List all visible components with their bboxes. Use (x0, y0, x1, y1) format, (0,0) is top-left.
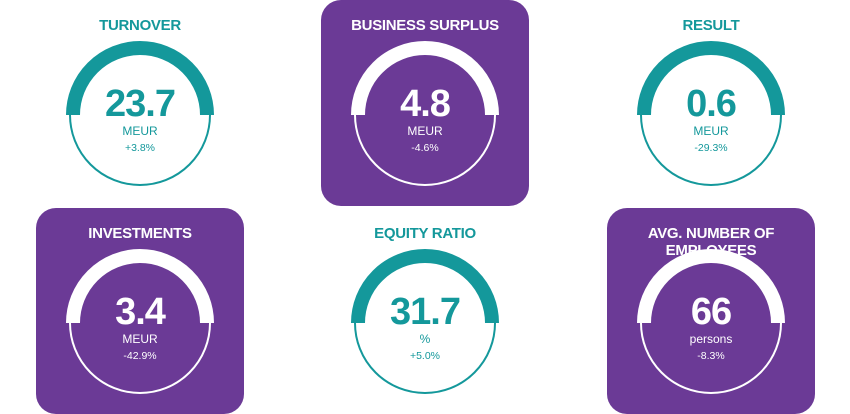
gauge-business-surplus: 4.8 MEUR -4.6% (350, 40, 500, 190)
kpi-card-investments: INVESTMENTS 3.4 MEUR -42.9% (36, 208, 244, 414)
kpi-value: 4.8 (400, 83, 451, 125)
kpi-value: 0.6 (686, 83, 737, 125)
kpi-card-equity-ratio: EQUITY RATIO 31.7 % +5.0% (321, 208, 529, 414)
gauge-employees: 66 persons -8.3% (636, 248, 786, 398)
gauge-ring-icon (637, 41, 785, 186)
kpi-change: +3.8% (124, 142, 156, 154)
kpi-value: 66 (690, 291, 732, 333)
kpi-change: -42.9% (123, 350, 157, 362)
kpi-card-turnover: TURNOVER 23.7 MEUR +3.8% (36, 0, 244, 206)
gauge-ring-icon (66, 41, 214, 186)
kpi-value: 31.7 (390, 291, 461, 333)
kpi-card-employees: AVG. NUMBER OF EMPLOYEES 66 persons -8.3… (607, 208, 815, 414)
gauge-ring-icon (637, 249, 785, 394)
kpi-title: EQUITY RATIO (374, 225, 476, 242)
kpi-card-business-surplus: BUSINESS SURPLUS 4.8 MEUR -4.6% (321, 0, 529, 206)
kpi-change: -29.3% (694, 142, 728, 154)
kpi-unit: MEUR (407, 124, 443, 138)
gauge-ring-icon (66, 249, 214, 394)
kpi-change: -4.6% (411, 142, 439, 154)
kpi-unit: % (419, 332, 431, 346)
kpi-change: -8.3% (697, 350, 725, 362)
kpi-title: RESULT (682, 17, 740, 34)
kpi-change: +5.0% (409, 350, 441, 362)
kpi-unit: persons (689, 332, 733, 346)
gauge-ring-icon (351, 249, 499, 394)
kpi-title: BUSINESS SURPLUS (351, 17, 499, 34)
gauge-ring-icon (351, 41, 499, 186)
gauge-equity-ratio: 31.7 % +5.0% (350, 248, 500, 398)
kpi-card-result: RESULT 0.6 MEUR -29.3% (607, 0, 815, 206)
kpi-unit: MEUR (122, 124, 158, 138)
kpi-unit: MEUR (122, 332, 158, 346)
kpi-value: 3.4 (115, 291, 166, 333)
kpi-title: TURNOVER (99, 17, 181, 34)
kpi-title: INVESTMENTS (88, 225, 192, 242)
gauge-result: 0.6 MEUR -29.3% (636, 40, 786, 190)
kpi-unit: MEUR (693, 124, 729, 138)
kpi-value: 23.7 (105, 83, 176, 125)
gauge-turnover: 23.7 MEUR +3.8% (65, 40, 215, 190)
gauge-investments: 3.4 MEUR -42.9% (65, 248, 215, 398)
